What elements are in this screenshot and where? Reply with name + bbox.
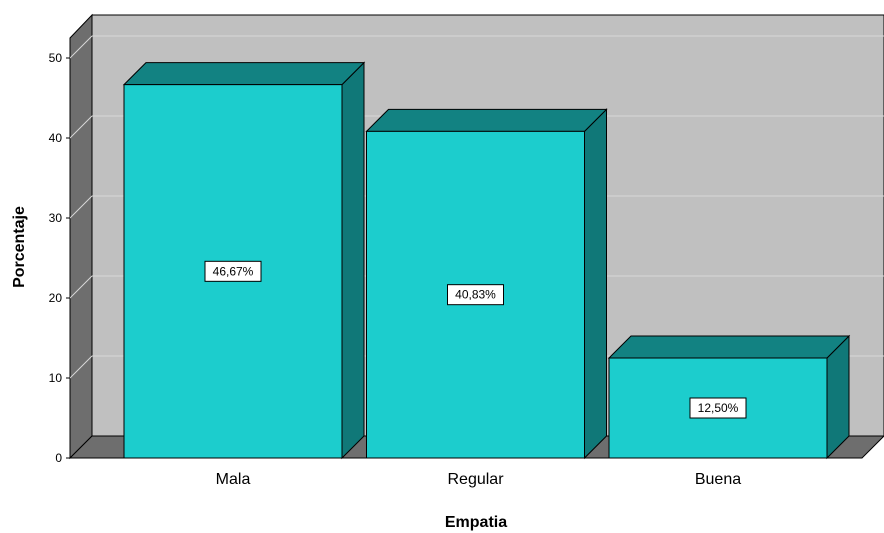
bar-buena: 12,50%: [607, 334, 851, 460]
y-tick-label: 50: [49, 51, 63, 65]
data-label: 12,50%: [698, 401, 739, 415]
data-label-box: [447, 284, 504, 306]
data-label-box: [204, 260, 262, 282]
bar-side: [584, 108, 607, 460]
bar-regular: 40,83%: [365, 108, 608, 460]
x-axis-title: Empatia: [445, 514, 507, 531]
y-axis-ticks: 0 10 20 30 40 50: [49, 51, 70, 465]
data-label: 46,67%: [213, 264, 254, 278]
bar-top: [607, 335, 851, 359]
category-label: Regular: [447, 471, 504, 488]
data-label: 40,83%: [455, 288, 496, 302]
y-tick-label: 0: [55, 451, 62, 465]
y-tick-label: 40: [49, 131, 63, 145]
gridline-wall: [69, 355, 93, 379]
bar-top: [365, 108, 608, 132]
category-label: Buena: [695, 471, 741, 488]
bar-side: [341, 61, 365, 460]
left-wall: [69, 13, 93, 460]
y-tick-label: 20: [49, 291, 63, 305]
y-axis-title: Porcentaje: [11, 206, 28, 288]
gridline-wall: [69, 115, 93, 139]
category-labels: Mala Regular Buena: [216, 471, 742, 488]
bar-front: [608, 357, 828, 459]
bar-top: [122, 62, 366, 86]
gridline-wall: [69, 275, 93, 299]
category-label: Mala: [216, 471, 251, 488]
y-tick-label: 10: [49, 371, 63, 385]
data-label-box: [689, 397, 747, 419]
y-tick-label: 30: [49, 211, 63, 225]
gridline-wall: [69, 35, 93, 59]
gridline-wall: [69, 195, 93, 219]
bars: 46,67% 40,83% 12,50%: [122, 61, 851, 460]
bar-mala: 46,67%: [122, 61, 366, 460]
